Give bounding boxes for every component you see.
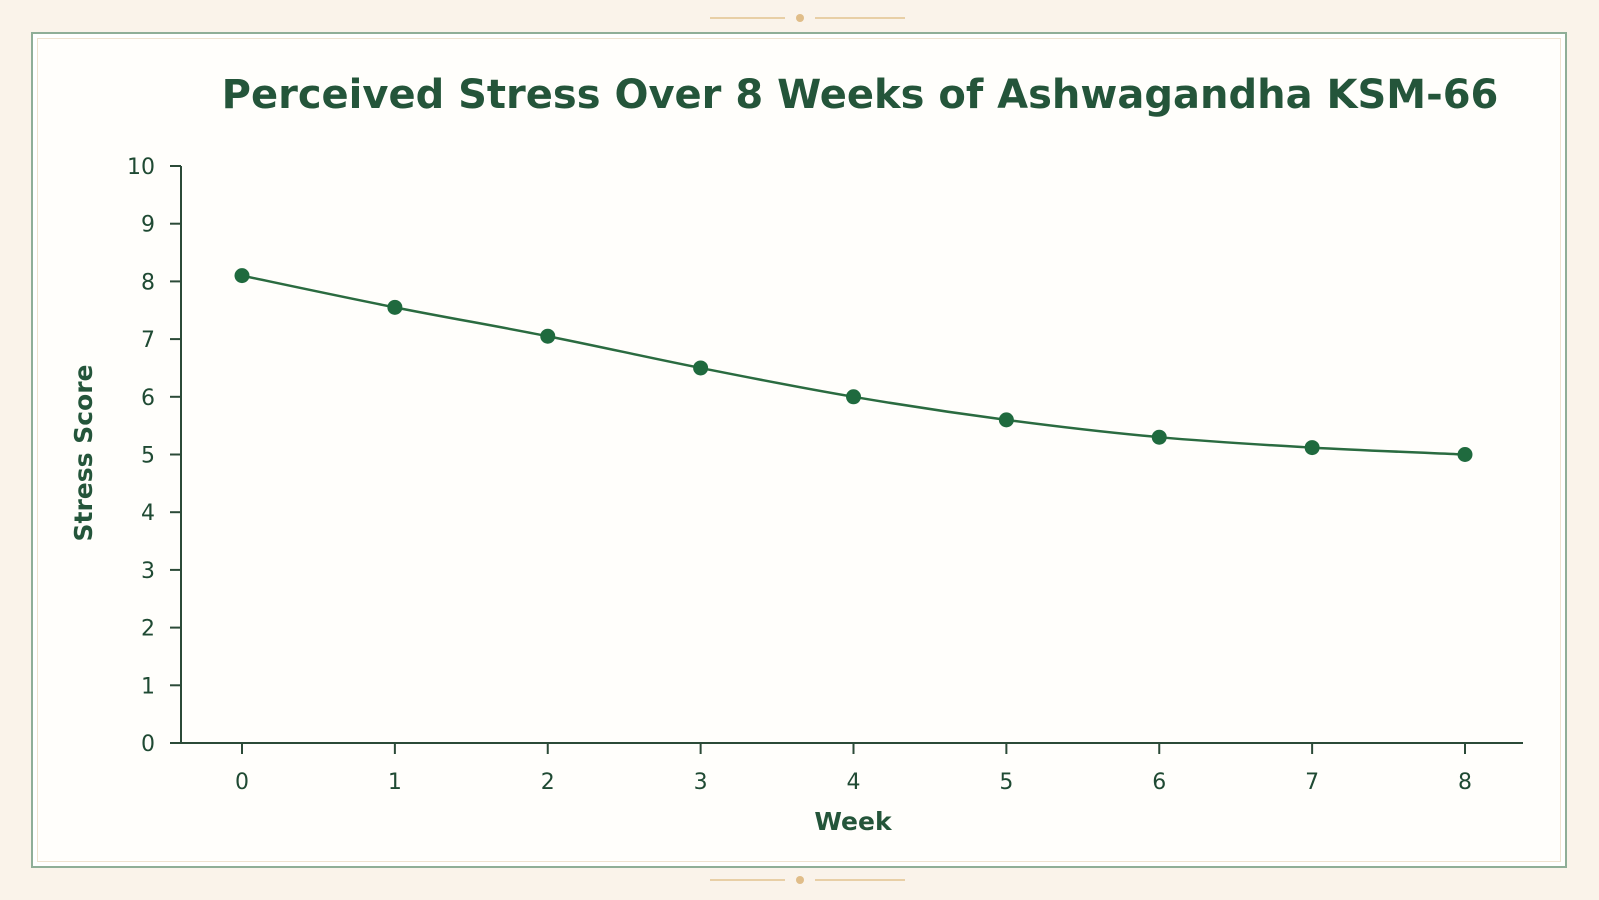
- data-point-week-6: [1151, 429, 1167, 445]
- bottom-ornament: [710, 876, 905, 884]
- y-axis-ticks: 0 1 2 3 4 5 6 7 8 9 10: [127, 155, 181, 757]
- x-tick-label: 0: [235, 770, 249, 795]
- data-point-week-4: [846, 389, 861, 405]
- y-tick-label: 7: [141, 328, 155, 353]
- x-tick-label: 3: [694, 770, 708, 795]
- y-axis-label: Stress Score: [69, 365, 98, 542]
- chart-title: Perceived Stress Over 8 Weeks of Ashwaga…: [222, 72, 1499, 118]
- data-point-week-3: [693, 360, 709, 376]
- data-point-week-1: [387, 299, 403, 315]
- data-point-week-0: [234, 268, 250, 284]
- x-tick-label: 2: [541, 770, 555, 795]
- y-tick-label: 6: [141, 386, 155, 411]
- x-tick-label: 6: [1152, 770, 1166, 795]
- data-point-week-5: [998, 412, 1014, 428]
- top-ornament: [710, 14, 905, 22]
- y-tick-label: 10: [127, 155, 155, 180]
- y-tick-label: 1: [141, 674, 155, 699]
- y-tick-label: 3: [141, 559, 155, 584]
- y-tick-label: 9: [141, 213, 155, 238]
- y-tick-label: 4: [141, 501, 155, 526]
- y-tick-label: 5: [141, 444, 155, 469]
- data-point-week-2: [540, 328, 556, 344]
- x-tick-label: 4: [847, 770, 861, 795]
- data-points: [234, 268, 1473, 462]
- stress-score-line: [241, 274, 1466, 456]
- y-tick-label: 2: [141, 617, 155, 642]
- x-tick-label: 1: [388, 770, 402, 795]
- x-tick-label: 8: [1458, 770, 1472, 795]
- data-point-week-7: [1304, 440, 1320, 456]
- x-axis-label: Week: [814, 807, 893, 836]
- x-tick-label: 7: [1305, 770, 1319, 795]
- y-tick-label: 0: [141, 732, 155, 757]
- x-axis-ticks: 0 1 2 3 4 5 6 7 8: [235, 743, 1472, 795]
- y-tick-label: 8: [141, 270, 155, 295]
- x-tick-label: 5: [999, 770, 1013, 795]
- data-point-week-8: [1457, 447, 1473, 462]
